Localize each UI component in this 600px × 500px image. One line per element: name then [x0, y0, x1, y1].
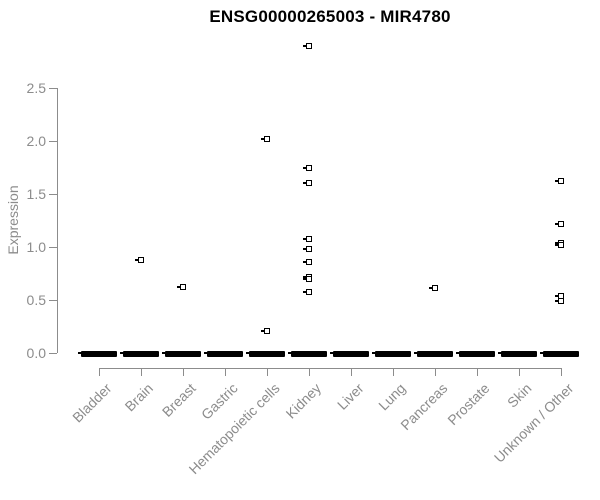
- zero-cluster-unknown-other: [540, 351, 579, 357]
- y-tick-label: 0.5: [26, 292, 46, 308]
- zero-cluster-kidney: [288, 351, 327, 357]
- data-point: [555, 220, 564, 227]
- y-tick: [49, 300, 57, 301]
- zero-cluster-gastric: [204, 351, 243, 357]
- y-tick: [49, 88, 57, 89]
- zero-cluster-hematopoietic-cells: [246, 351, 285, 357]
- data-point: [303, 275, 312, 282]
- x-tick: [561, 368, 562, 376]
- x-tick: [435, 368, 436, 376]
- data-point: [303, 42, 312, 49]
- x-tick-label-lung: Lung: [374, 380, 409, 414]
- zero-cluster-lung: [372, 351, 411, 357]
- x-tick: [477, 368, 478, 376]
- x-tick-label-liver: Liver: [333, 380, 367, 413]
- data-point: [429, 285, 438, 292]
- x-tick: [99, 368, 100, 376]
- data-point: [303, 180, 312, 187]
- data-point: [555, 298, 564, 305]
- data-point: [303, 235, 312, 242]
- x-axis-line: [99, 368, 562, 369]
- data-point: [555, 241, 564, 248]
- x-tick: [267, 368, 268, 376]
- x-tick-label-unknown-other: Unknown / Other: [490, 380, 577, 466]
- data-point: [261, 327, 270, 334]
- data-point: [177, 284, 186, 291]
- x-tick-label-prostate: Prostate: [444, 380, 493, 429]
- x-tick: [225, 368, 226, 376]
- y-tick-label: 0.0: [26, 345, 46, 361]
- x-tick-label-brain: Brain: [121, 380, 157, 415]
- data-point: [261, 135, 270, 142]
- zero-cluster-pancreas: [414, 351, 453, 357]
- y-tick: [49, 141, 57, 142]
- x-tick-label-breast: Breast: [158, 380, 199, 420]
- y-axis-line: [57, 88, 58, 353]
- zero-cluster-brain: [120, 351, 159, 357]
- y-tick-label: 2.0: [26, 133, 46, 149]
- data-point: [303, 164, 312, 171]
- x-tick-label-bladder: Bladder: [68, 380, 115, 426]
- x-tick-label-skin: Skin: [503, 380, 535, 411]
- y-tick-label: 1.0: [26, 239, 46, 255]
- x-tick: [309, 368, 310, 376]
- zero-cluster-bladder: [78, 351, 117, 357]
- x-tick-label-kidney: Kidney: [282, 380, 325, 422]
- x-tick: [141, 368, 142, 376]
- y-tick-label: 2.5: [26, 80, 46, 96]
- chart-title: ENSG00000265003 - MIR4780: [209, 7, 451, 26]
- zero-cluster-skin: [498, 351, 537, 357]
- x-tick: [183, 368, 184, 376]
- y-tick-label: 1.5: [26, 186, 46, 202]
- y-tick: [49, 247, 57, 248]
- x-tick: [351, 368, 352, 376]
- zero-cluster-prostate: [456, 351, 495, 357]
- zero-cluster-breast: [162, 351, 201, 357]
- data-point: [135, 256, 144, 263]
- y-tick: [49, 194, 57, 195]
- data-point: [555, 178, 564, 185]
- data-point: [303, 246, 312, 253]
- data-point: [303, 258, 312, 265]
- x-tick: [519, 368, 520, 376]
- x-tick: [393, 368, 394, 376]
- y-tick: [49, 353, 57, 354]
- data-point: [303, 288, 312, 295]
- zero-cluster-liver: [330, 351, 369, 357]
